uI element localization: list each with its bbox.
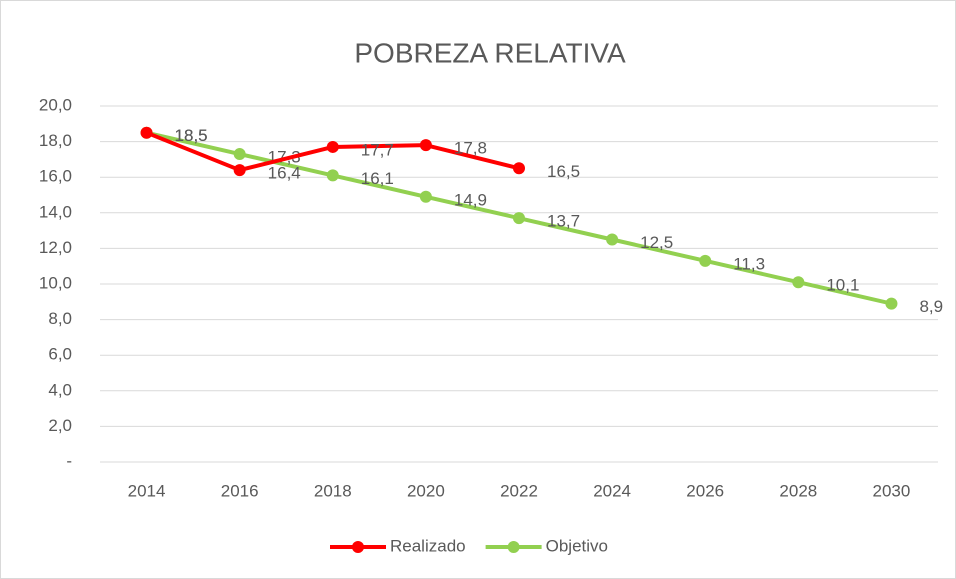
x-tick-label: 2028 [779,481,817,500]
y-tick-label: 20,0 [39,95,72,114]
data-label: 16,1 [361,169,394,188]
chart-title: POBREZA RELATIVA [354,37,626,68]
y-tick-label: - [66,451,72,470]
data-label: 18,5 [175,126,208,145]
point [606,233,619,246]
data-label: 17,8 [454,139,487,158]
point [513,162,525,175]
data-label: 17,7 [361,140,394,159]
data-label: 13,7 [547,212,580,231]
x-tick-label: 2018 [314,481,352,500]
data-label: 12,5 [640,233,673,252]
point [140,126,153,139]
y-tick-label: 4,0 [48,380,72,399]
point [513,212,525,225]
legend-marker [507,541,520,553]
legend-label: Realizado [390,536,466,555]
y-tick-label: 16,0 [39,167,72,186]
x-tick-label: 2024 [593,481,631,500]
x-tick-label: 2014 [128,481,166,500]
point [419,139,432,152]
point [326,140,339,153]
point [233,164,246,177]
data-label: 11,3 [733,254,765,273]
point [419,190,432,203]
x-tick-label: 2030 [873,481,911,500]
y-tick-label: 8,0 [48,309,72,328]
point [885,297,898,310]
y-tick-label: 6,0 [48,345,72,364]
data-label: 16,4 [268,164,301,183]
legend-marker [352,541,364,553]
x-tick-label: 2022 [500,481,538,500]
data-label: 8,9 [919,297,943,316]
x-tick-label: 2026 [686,481,724,500]
y-tick-label: 14,0 [39,202,72,221]
data-label: 10,1 [826,276,859,295]
point [699,254,712,267]
point [326,169,339,182]
point [233,148,246,161]
y-tick-label: 2,0 [48,416,72,435]
y-tick-label: 10,0 [39,273,72,292]
x-tick-label: 2016 [221,481,259,500]
x-tick-label: 2020 [407,481,445,500]
data-label: 16,5 [547,162,580,181]
legend-label: Objetivo [546,536,608,555]
data-label: 14,9 [454,190,487,209]
y-tick-label: 18,0 [39,131,72,150]
y-tick-label: 12,0 [39,238,72,257]
point [792,276,805,289]
data-label: 18,5 [175,126,208,145]
